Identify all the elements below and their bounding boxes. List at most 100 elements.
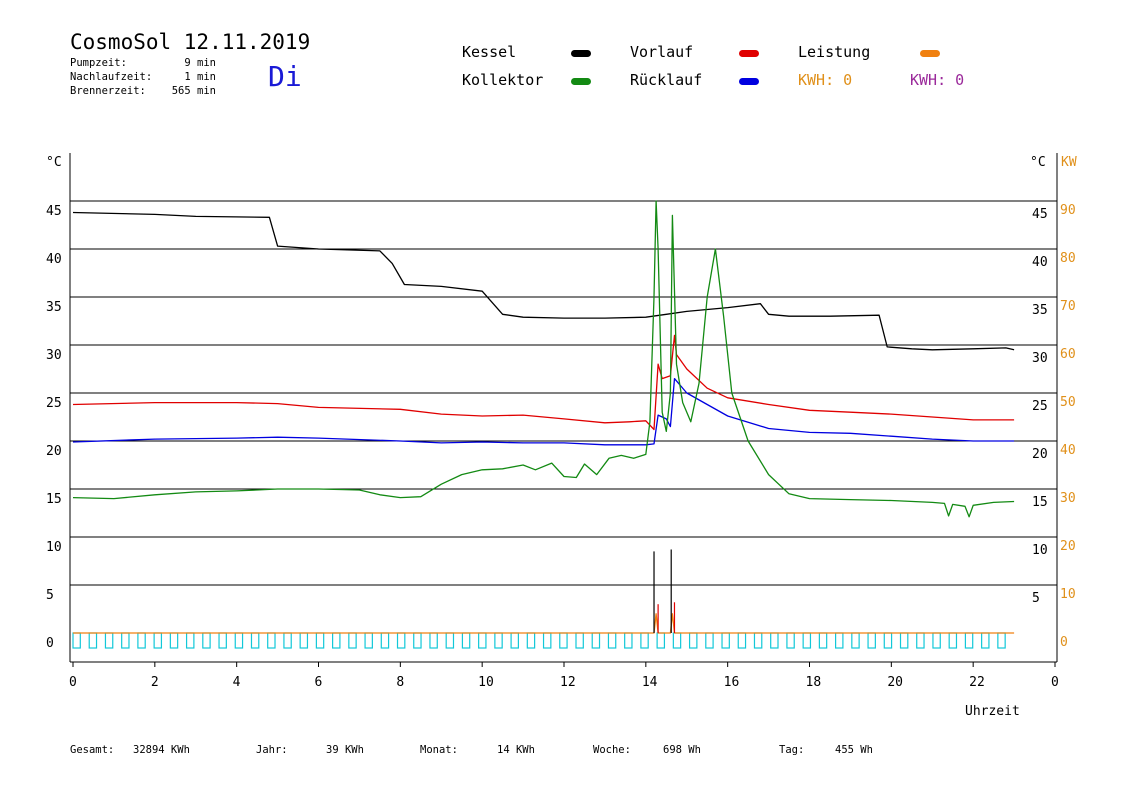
legend-kessel-label: Kessel (462, 43, 517, 61)
pumpzeit-label: Pumpzeit: (70, 57, 127, 69)
y-unit-left: °C (46, 155, 62, 170)
pump-indicator-box (380, 632, 390, 649)
pump-indicator-box (315, 632, 325, 649)
pump-indicator-box (234, 632, 244, 649)
pump-indicator-box (575, 632, 584, 649)
brennerzeit-label: Brennerzeit: (70, 85, 146, 97)
y-tick-label-left: 25 (46, 396, 62, 411)
y-tick-label-right: 25 (1032, 399, 1048, 414)
x-tick-label: 20 (887, 675, 903, 690)
y-tick-label-left: 35 (46, 300, 62, 315)
pump-indicator-box (478, 632, 487, 649)
x-tick-label: 0 (1051, 675, 1059, 690)
footer-jahr-value: 39 KWh (326, 744, 364, 756)
y-tick-label-right: 10 (1032, 543, 1048, 558)
kwh-secondary: KWH: 0 (910, 71, 965, 89)
pump-indicator-box (137, 632, 146, 649)
y-tick-label-kw: 50 (1060, 395, 1076, 410)
pump-indicator-box (526, 632, 536, 649)
x-axis-title: Uhrzeit (965, 704, 1020, 719)
series-line-kollektor (72, 200, 1015, 518)
pump-indicator-box (88, 632, 98, 649)
y-tick-label-kw: 90 (1060, 203, 1076, 218)
y-unit-kw: KW (1061, 155, 1077, 170)
y-tick-label-right: 20 (1032, 447, 1048, 462)
footer-tag-value: 455 Wh (835, 744, 873, 756)
x-tick-label: 22 (969, 675, 985, 690)
y-tick-label-kw: 70 (1060, 299, 1076, 314)
x-tick-label: 14 (642, 675, 658, 690)
y-tick-label-kw: 60 (1060, 347, 1076, 362)
pumpzeit-value: 9 min (184, 57, 216, 69)
pump-indicator-box (932, 632, 941, 649)
y-tick-label-right: 5 (1032, 591, 1040, 606)
pump-indicator-box (721, 632, 730, 649)
pump-indicator-box (640, 632, 649, 649)
pump-indicator-box (591, 632, 601, 649)
pump-indicator-box (624, 632, 633, 649)
y-tick-label-left: 20 (46, 444, 62, 459)
legend-leistung-label: Leistung (798, 43, 871, 61)
pump-indicator-box (899, 632, 909, 649)
pump-indicator-box (121, 632, 130, 649)
pump-indicator-box (688, 632, 698, 649)
pump-indicator-box (348, 632, 357, 649)
pump-indicator-box (364, 632, 373, 649)
pump-indicator-box (802, 632, 812, 649)
pump-indicator-box (997, 632, 1006, 649)
legend-kollektor-swatch (571, 78, 591, 85)
nachlaufzeit-label: Nachlaufzeit: (70, 71, 153, 83)
x-tick-label: 2 (151, 675, 159, 690)
footer-jahr-label: Jahr: (256, 744, 288, 756)
pump-indicator-box (202, 632, 211, 649)
pump-indicator-box (981, 632, 990, 649)
legend-vorlauf-swatch (739, 50, 759, 57)
x-tick-label: 12 (560, 675, 576, 690)
y-tick-label-right: 30 (1032, 351, 1048, 366)
series-line-kessel (72, 211, 1015, 351)
pump-indicator-box (835, 632, 844, 649)
y-tick-label-right: 45 (1032, 207, 1048, 222)
pump-indicator-box (413, 632, 422, 649)
legend-kessel-swatch (571, 50, 591, 57)
y-tick-label-left: 10 (46, 540, 62, 555)
footer-monat-label: Monat: (420, 744, 458, 756)
legend-ruecklauf-swatch (739, 78, 759, 85)
pump-indicator-box (851, 632, 860, 649)
footer-woche-value: 698 Wh (663, 744, 701, 756)
pump-indicator-box (267, 632, 276, 649)
y-tick-label-right: 35 (1032, 303, 1048, 318)
footer-woche-label: Woche: (593, 744, 631, 756)
pump-indicator-box (656, 632, 666, 649)
pump-indicator-box (445, 632, 455, 649)
pump-indicator-box (283, 632, 292, 649)
pump-indicator-box (883, 632, 893, 649)
legend-ruecklauf-label: Rücklauf (630, 71, 703, 89)
y-tick-label-kw: 10 (1060, 587, 1076, 602)
pump-indicator-box (737, 632, 747, 649)
x-tick-label: 16 (724, 675, 740, 690)
pump-indicator-box (461, 632, 471, 649)
pump-indicator-box (429, 632, 438, 649)
pump-indicator-box (299, 632, 309, 649)
nachlaufzeit-value: 1 min (184, 71, 216, 83)
footer-gesamt-label: Gesamt: (70, 744, 115, 756)
pump-indicator-box (153, 632, 163, 649)
pump-indicator-box (948, 632, 958, 649)
kwh-leistung: KWH: 0 (798, 71, 853, 89)
chart-title: CosmoSol 12.11.2019 (70, 30, 311, 54)
y-tick-label-right: 40 (1032, 255, 1048, 270)
pump-indicator-box (672, 632, 682, 649)
pump-indicator-box (705, 632, 714, 649)
legend-vorlauf-label: Vorlauf (630, 43, 694, 61)
pump-indicator-box (753, 632, 763, 649)
legend-kollektor-label: Kollektor (462, 71, 544, 89)
y-tick-label-left: 30 (46, 348, 62, 363)
pump-indicator-box (867, 632, 876, 649)
y-tick-label-left: 15 (46, 492, 62, 507)
y-tick-label-kw: 40 (1060, 443, 1076, 458)
series-line-rücklauf (72, 377, 1015, 446)
pump-indicator-box (964, 632, 974, 649)
x-tick-label: 18 (806, 675, 822, 690)
